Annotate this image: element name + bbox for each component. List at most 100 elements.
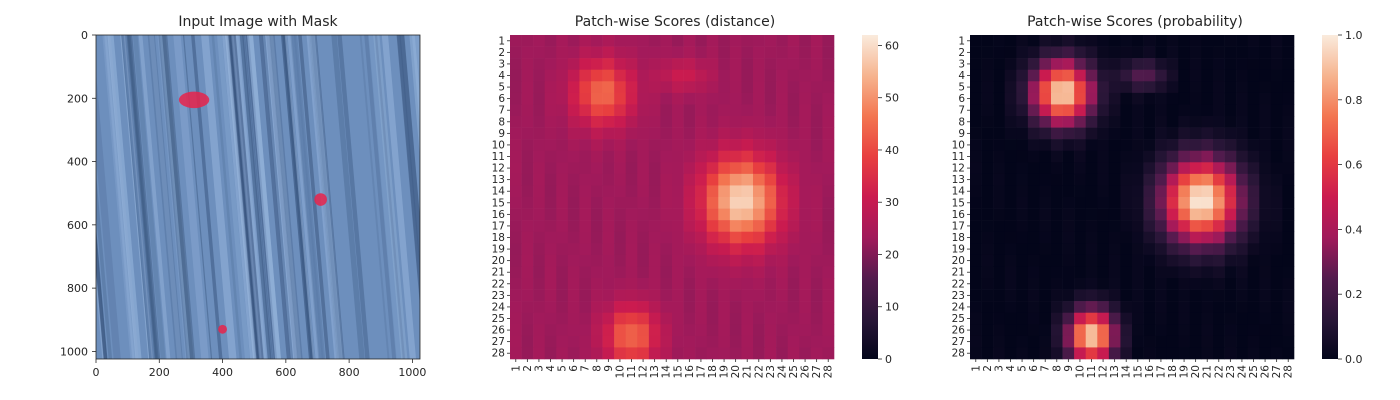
heatmap-cell [1016,301,1029,314]
heatmap-cell [993,289,1006,302]
heatmap-cell [1051,35,1063,47]
heatmap-cell [695,104,708,117]
heatmap-cell [1143,335,1156,348]
heatmap-cell [591,92,603,105]
heatmap-cell [1282,231,1295,244]
heatmap-cell [602,220,615,233]
heatmap-cell [764,185,777,198]
heatmap-cell [1143,69,1156,82]
heatmap-cell [1132,301,1144,314]
x-tick-label: 0 [93,366,100,379]
heatmap-cell [1224,231,1237,244]
heatmap-cell [672,243,684,256]
heatmap-cell [533,81,546,94]
heatmap-cell [1247,266,1260,279]
heatmap-cell [579,116,592,128]
heatmap-cell [810,104,823,117]
heatmap-cell [718,58,731,71]
heatmap-cell [1224,347,1237,360]
heatmap-cell [660,69,673,82]
heatmap-cell [533,173,546,186]
row-tick-label: 25 [952,313,965,325]
heatmap-cell [1213,278,1225,290]
heatmap-cell [1166,150,1179,163]
heatmap-cell [1270,243,1283,256]
heatmap-cell [1016,127,1029,140]
heatmap-cell [1085,231,1098,244]
row-tick-label: 16 [492,209,506,221]
col-tick-label: 25 [1248,365,1260,378]
heatmap-cell [741,208,754,221]
heatmap-cell [695,150,708,163]
heatmap-cell [1120,150,1133,163]
heatmap-cell [799,254,812,267]
heatmap-cell [1282,139,1295,152]
heatmap-cell [1189,208,1202,221]
heatmap-cell [776,301,789,314]
heatmap-cell [1189,254,1202,267]
row-tick-label: 18 [952,232,965,244]
heatmap-cell [1189,312,1202,325]
heatmap-cell [648,335,661,348]
heatmap-cell [1108,46,1121,59]
heatmap-cell [970,301,982,314]
heatmap-cell [1189,127,1202,140]
heatmap-cell [1051,104,1063,117]
heatmap-cell [1027,81,1040,94]
heatmap-cell [1143,220,1156,233]
heatmap-cell [521,278,534,290]
heatmap-cell [706,150,719,163]
heatmap-cell [1132,116,1144,128]
heatmap-cell [1016,231,1029,244]
col-tick-label: 8 [591,365,603,372]
col-tick-label: 19 [719,365,731,378]
heatmap-cell [683,58,696,71]
heatmap-cell [556,243,569,256]
heatmap-cell [602,197,615,209]
heatmap-cell [1166,278,1179,290]
heatmap-cell [579,46,592,59]
heatmap-cell [776,139,789,152]
heatmap-cell [993,81,1006,94]
heatmap-cell [614,254,627,267]
heatmap-cell [741,162,754,175]
heatmap-cell [614,104,627,117]
heatmap-cell [648,312,661,325]
heatmap-cell [533,92,546,105]
image-streak [337,35,370,359]
col-tick-label: 17 [1155,365,1167,378]
image-streak [424,35,457,359]
heatmap-cell [556,69,569,82]
heatmap-cell [741,139,754,152]
heatmap-cell [625,266,638,279]
heatmap-cell [1178,69,1191,82]
heatmap-cell [1143,347,1156,360]
row-tick-label: 26 [492,325,506,337]
heatmap-cell [1051,208,1063,221]
heatmap-cell [1259,162,1272,175]
image-streak [245,35,276,359]
heatmap-cell [579,139,592,152]
heatmap-cell [591,278,603,290]
heatmap-cell [1247,69,1260,82]
heatmap-cell [1213,162,1225,175]
heatmap-cell [787,278,800,290]
heatmap-cell [1004,335,1017,348]
heatmap-cell [544,278,557,290]
col-tick-label: 2 [522,365,534,372]
heatmap-cell [1143,289,1156,302]
heatmap-cell [602,266,615,279]
heatmap-cell [672,289,684,302]
heatmap-cell [521,197,534,209]
heatmap-cell [1201,127,1214,140]
heatmap-cell [776,208,789,221]
heatmap-cell [602,81,615,94]
heatmap-cell [1004,301,1017,314]
heatmap-cell [637,185,650,198]
heatmap-cell [510,208,522,221]
col-tick-label: 13 [1109,365,1121,378]
row-tick-label: 27 [952,336,965,348]
heatmap-cell [706,69,719,82]
heatmap-cell [672,81,684,94]
heatmap-cell [1004,46,1017,59]
